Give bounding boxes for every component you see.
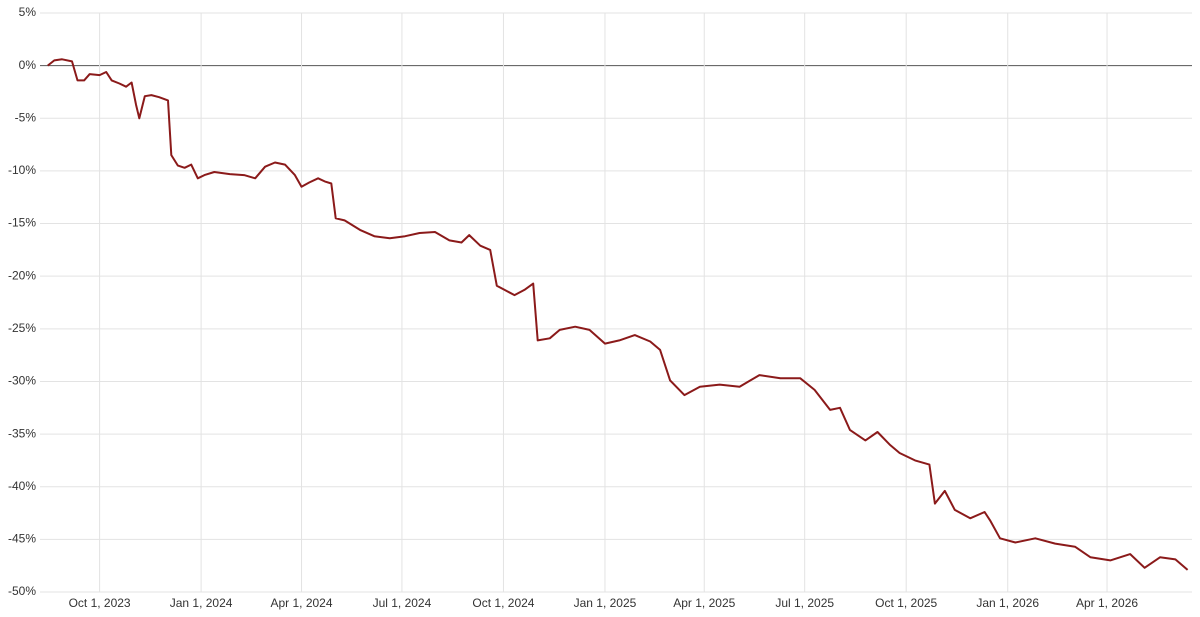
x-tick-label: Oct 1, 2023 [69, 596, 131, 610]
y-tick-label: -50% [8, 584, 36, 598]
y-tick-label: 5% [19, 5, 37, 19]
y-tick-label: -35% [8, 426, 36, 440]
x-tick-label: Oct 1, 2025 [875, 596, 937, 610]
y-tick-label: -20% [8, 268, 36, 282]
x-tick-label: Jan 1, 2024 [170, 596, 233, 610]
y-tick-label: -30% [8, 374, 36, 388]
y-tick-label: -15% [8, 216, 36, 230]
y-tick-label: -25% [8, 321, 36, 335]
y-tick-label: -10% [8, 163, 36, 177]
x-tick-label: Jan 1, 2026 [976, 596, 1039, 610]
y-tick-label: -40% [8, 479, 36, 493]
x-tick-label: Jan 1, 2025 [574, 596, 637, 610]
x-tick-label: Oct 1, 2024 [472, 596, 534, 610]
y-tick-label: -5% [15, 110, 37, 124]
x-tick-label: Apr 1, 2024 [270, 596, 332, 610]
y-tick-label: 0% [19, 58, 37, 72]
data-line [47, 58, 1189, 571]
x-tick-label: Jul 1, 2024 [373, 596, 432, 610]
y-tick-label: -45% [8, 532, 36, 546]
x-tick-label: Apr 1, 2025 [673, 596, 735, 610]
x-tick-label: Jul 1, 2025 [775, 596, 834, 610]
x-tick-label: Apr 1, 2026 [1076, 596, 1138, 610]
